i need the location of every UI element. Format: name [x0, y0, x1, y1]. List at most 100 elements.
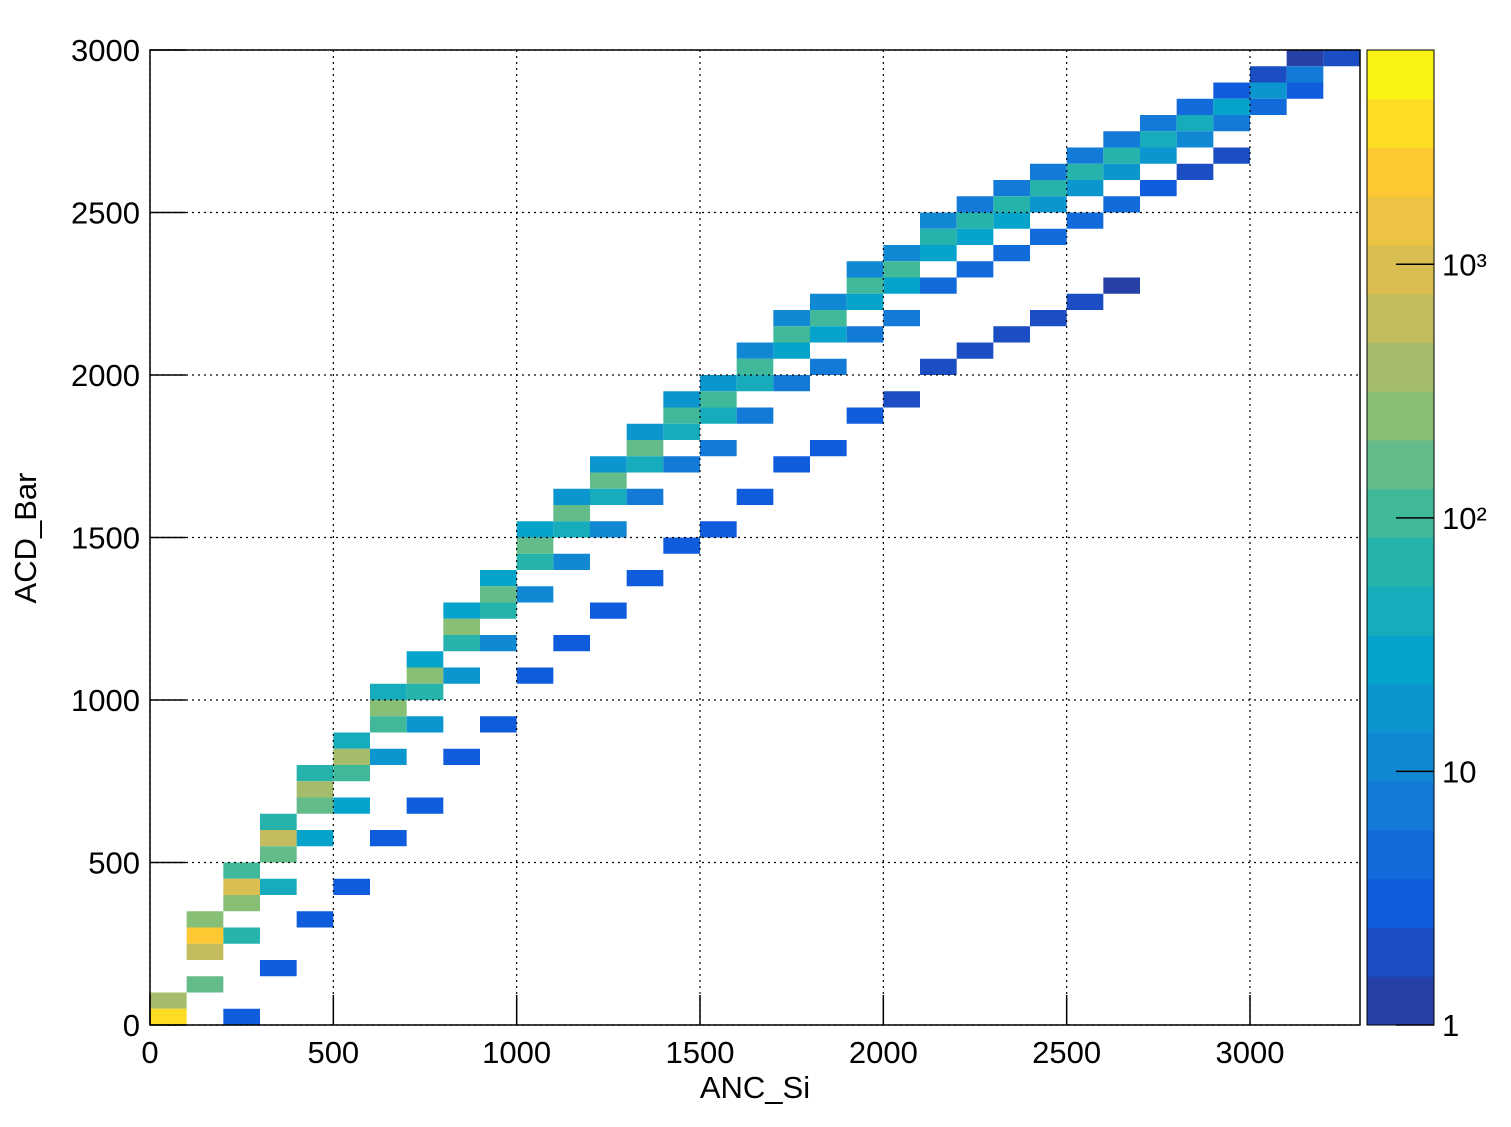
bin [920, 212, 957, 229]
bin [736, 488, 774, 505]
bin [480, 602, 517, 619]
bin [223, 878, 260, 895]
z-tick-label: 1 [1442, 1008, 1459, 1043]
bin [810, 310, 847, 327]
bin [1030, 163, 1067, 180]
bin [1286, 50, 1324, 67]
bin [1066, 147, 1104, 164]
bin [333, 732, 370, 749]
bin [920, 358, 957, 375]
bin [590, 521, 627, 538]
palette-step [1367, 196, 1434, 246]
bin [370, 748, 407, 765]
bin [626, 423, 664, 440]
bin [773, 310, 810, 327]
bin [1140, 180, 1177, 197]
bin [333, 765, 370, 782]
palette-step [1367, 245, 1434, 295]
bin [700, 407, 737, 424]
bin [1176, 115, 1214, 132]
bin [296, 911, 334, 928]
bin [406, 716, 444, 733]
bin [1103, 196, 1140, 213]
palette-step [1367, 50, 1434, 100]
bin [663, 456, 700, 473]
bin [1140, 115, 1177, 132]
bin [1213, 82, 1250, 99]
bin [443, 602, 480, 619]
bin [626, 456, 664, 473]
bin [1066, 163, 1104, 180]
bin [993, 326, 1030, 343]
bin [846, 407, 884, 424]
x-tick-label: 1000 [482, 1035, 551, 1070]
bin [590, 472, 627, 489]
palette-step [1367, 878, 1434, 928]
y-tick-label: 3000 [71, 33, 140, 68]
bin [663, 391, 700, 408]
bin [150, 992, 187, 1009]
bin [773, 326, 810, 343]
axes: 0 500 1000 1500 2000 2500 3000 0 500 1000 1500 2000… [71, 33, 1487, 1070]
bin [736, 342, 774, 359]
palette-step [1367, 586, 1434, 636]
bin [1250, 98, 1287, 115]
palette-step [1367, 293, 1434, 343]
bin [1103, 163, 1140, 180]
bin [553, 505, 590, 522]
bin [736, 375, 774, 392]
bin [296, 765, 334, 782]
palette-step [1367, 781, 1434, 831]
bin [1176, 98, 1214, 115]
bin [296, 797, 334, 814]
bin [590, 602, 627, 619]
bin [260, 878, 297, 895]
z-tick-label: 10³ [1442, 247, 1487, 282]
bin [773, 456, 810, 473]
bin [223, 927, 260, 944]
palette-step [1367, 488, 1434, 538]
bin [700, 375, 737, 392]
x-tick-label: 3000 [1216, 1035, 1285, 1070]
bin [1176, 131, 1214, 148]
bin [993, 180, 1030, 197]
bin [1030, 196, 1067, 213]
bin [663, 537, 700, 554]
bin [993, 212, 1030, 229]
bin [920, 245, 957, 262]
bin [626, 440, 664, 457]
bin [260, 960, 297, 977]
bin [333, 748, 370, 765]
bin [1286, 82, 1324, 99]
x-tick-label: 1500 [666, 1035, 735, 1070]
palette-step [1367, 683, 1434, 733]
bin [956, 196, 994, 213]
palette-step [1367, 635, 1434, 685]
bin [1213, 98, 1250, 115]
bin [883, 391, 920, 408]
bin [883, 261, 920, 278]
bin [333, 878, 370, 895]
bin [846, 261, 884, 278]
bin [553, 521, 590, 538]
bin [406, 651, 444, 668]
bin [1286, 66, 1324, 83]
bin [370, 700, 407, 717]
x-tick-label: 500 [307, 1035, 359, 1070]
bin [406, 683, 444, 700]
bin [296, 830, 334, 847]
bin [846, 326, 884, 343]
bin [480, 635, 517, 652]
bin [956, 212, 994, 229]
bin [1030, 180, 1067, 197]
y-tick-label: 0 [123, 1008, 140, 1043]
bin [443, 748, 480, 765]
bin [1213, 115, 1250, 132]
bin [1030, 228, 1067, 245]
palette-step [1367, 98, 1434, 148]
cells [150, 50, 1360, 1025]
bin [810, 326, 847, 343]
bin [1250, 82, 1287, 99]
bin [736, 358, 774, 375]
y-axis-title: ACD_Bar [8, 473, 43, 604]
